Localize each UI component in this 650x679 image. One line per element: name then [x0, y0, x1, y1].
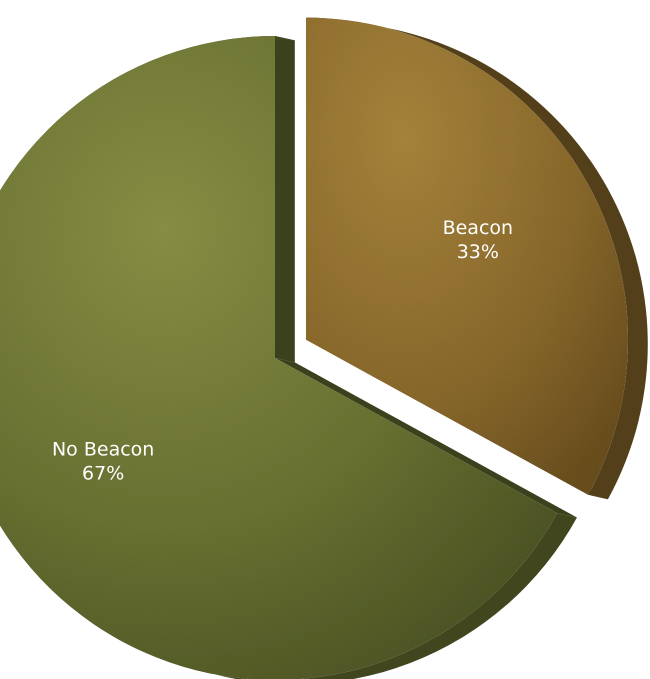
slice-label-no-beacon-value: 67% [82, 463, 124, 485]
slice-rim-beacon [305, 17, 648, 500]
slice-wall-no-beacon-0 [275, 358, 577, 518]
slices-layer [0, 17, 648, 679]
slice-wall-no-beacon-1 [275, 36, 295, 363]
slice-label-beacon-value: 33% [457, 241, 499, 263]
pie-slice-beacon [305, 17, 628, 495]
slice-label-beacon-name: Beacon [443, 217, 513, 239]
slice-label-no-beacon-name: No Beacon [52, 439, 154, 461]
pie-slice-no-beacon [0, 36, 558, 679]
labels-layer: Beacon 33% No Beacon 67% [52, 217, 513, 485]
